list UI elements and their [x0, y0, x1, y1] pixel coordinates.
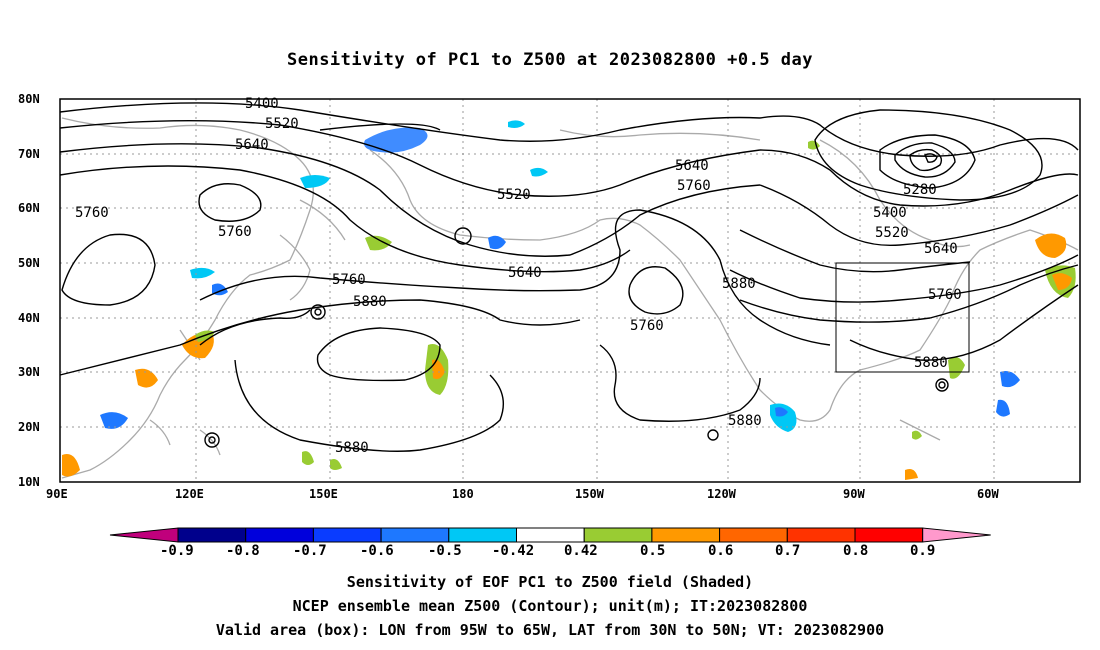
map-frame [59, 98, 1081, 483]
colorbar-label: 0.9 [910, 543, 936, 559]
contour-label: 5760 [332, 272, 366, 288]
lat-label: 20N [18, 420, 40, 434]
colorbar-segment [651, 527, 721, 543]
contour-label: 5400 [873, 205, 907, 221]
lon-label: 90E [46, 487, 68, 501]
contour-label: 5880 [353, 294, 387, 310]
colorbar-label: 0.42 [564, 543, 598, 559]
colorbar-arrow-low [109, 527, 179, 543]
contour-labels: 5400 5520 5640 5760 5760 5520 5640 5760 … [75, 96, 962, 456]
lat-label: 70N [18, 147, 40, 161]
colorbar-label: 0.5 [640, 543, 666, 559]
caption-shading: Sensitivity of EOF PC1 to Z500 field (Sh… [346, 573, 754, 591]
lat-label: 50N [18, 256, 40, 270]
lon-label: 120E [175, 487, 204, 501]
colorbar-segment [177, 527, 247, 543]
colorbar-label: -0.8 [226, 543, 260, 559]
contour-label: 5760 [677, 178, 711, 194]
colorbar-segment [245, 527, 314, 543]
contour-label: 5640 [675, 158, 709, 174]
z500-contours [59, 102, 1079, 452]
contour-label: 5640 [235, 137, 269, 153]
caption-contour: NCEP ensemble mean Z500 (Contour); unit(… [292, 597, 808, 615]
contour-label: 5880 [722, 276, 756, 292]
lat-label: 10N [18, 475, 40, 489]
contour-label: 5880 [335, 440, 369, 456]
colorbar-segment [448, 527, 517, 543]
colorbar-segment [583, 527, 653, 543]
contour-label: 5880 [728, 413, 762, 429]
contour-label: 5640 [924, 241, 958, 257]
colorbar-segments [109, 527, 991, 543]
lon-label: 150E [309, 487, 338, 501]
colorbar-label: 0.6 [708, 543, 734, 559]
valid-area-box [835, 262, 970, 373]
colorbar-arrow-high [922, 527, 991, 543]
colorbar-label: -0.42 [492, 543, 535, 559]
contour-label: 5760 [218, 224, 252, 240]
colorbar-segment [380, 527, 450, 543]
colorbar-label: -0.7 [293, 543, 327, 559]
colorbar-label: -0.6 [360, 543, 394, 559]
contour-label: 5280 [903, 182, 937, 198]
contour-label: 5520 [497, 187, 531, 203]
lat-label: 30N [18, 365, 40, 379]
colorbar-segment [719, 527, 788, 543]
caption-valid-area: Valid area (box): LON from 95W to 65W, L… [215, 621, 885, 639]
lat-label: 80N [18, 92, 40, 106]
lon-label: 60W [977, 487, 999, 501]
lon-label: 180 [452, 487, 474, 501]
colorbar-label: 0.8 [843, 543, 869, 559]
colorbar-label: -0.5 [428, 543, 462, 559]
contour-label: 5640 [508, 265, 542, 281]
contour-label: 5880 [914, 355, 948, 371]
lon-label: 150W [575, 487, 604, 501]
contour-label: 5520 [875, 225, 909, 241]
colorbar-label: 0.7 [775, 543, 801, 559]
colorbar-segment [312, 527, 382, 543]
contour-label: 5760 [630, 318, 664, 334]
colorbar-segment [786, 527, 856, 543]
colorbar [109, 527, 991, 543]
contour-label: 5760 [75, 205, 109, 221]
lon-label: 120W [707, 487, 736, 501]
map-title: Sensitivity of PC1 to Z500 at 2023082800… [286, 50, 813, 70]
lon-label: 90W [843, 487, 865, 501]
contour-label: 5760 [928, 287, 962, 303]
colorbar-label: -0.9 [160, 543, 194, 559]
lat-label: 60N [18, 201, 40, 215]
contour-label: 5400 [245, 96, 279, 112]
colorbar-segment [854, 527, 924, 543]
lat-label: 40N [18, 311, 40, 325]
contour-label: 5520 [265, 116, 299, 132]
colorbar-segment [516, 527, 585, 543]
map-gridlines [60, 99, 1080, 482]
sensitivity-shading [62, 120, 1076, 480]
